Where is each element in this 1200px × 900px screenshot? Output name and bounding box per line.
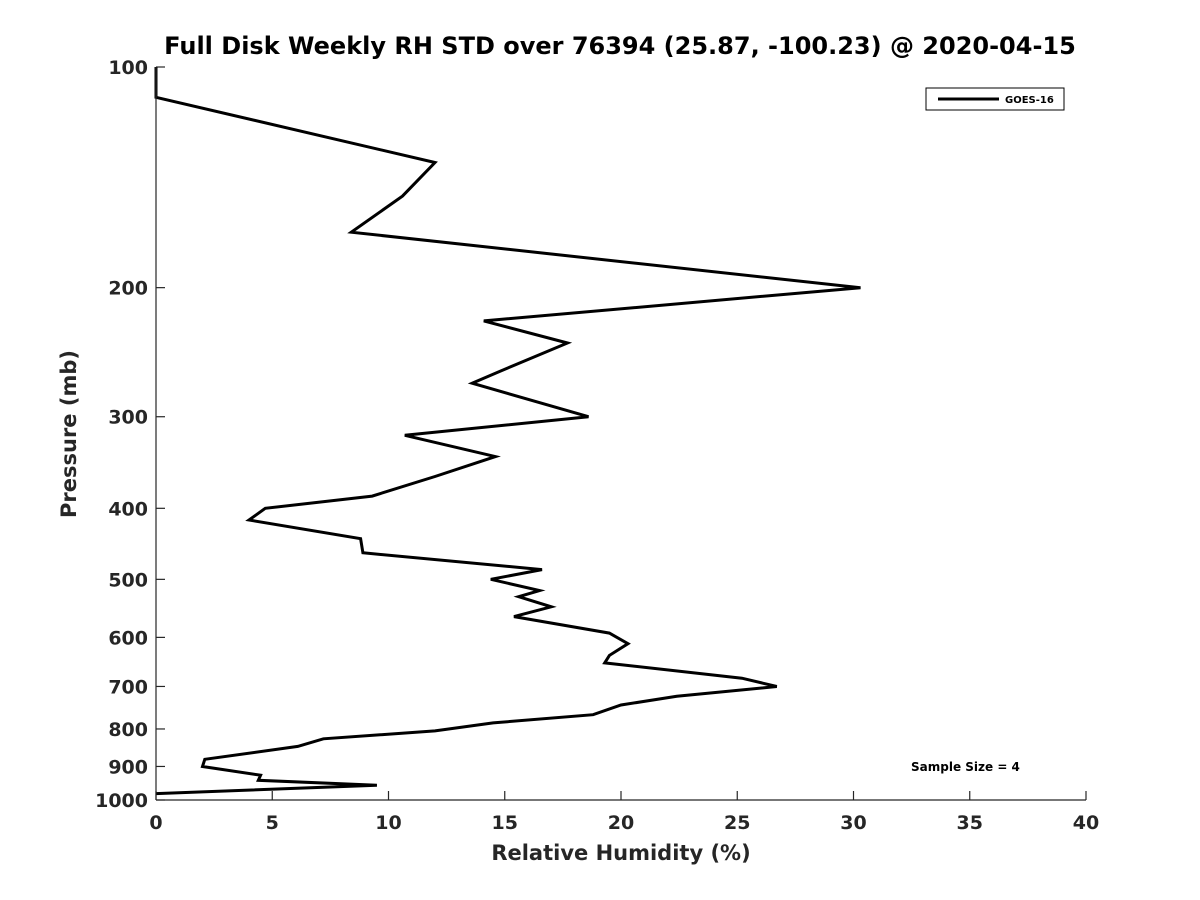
sample-size-annotation: Sample Size = 4 <box>911 760 1020 774</box>
x-tick-label: 5 <box>266 812 279 834</box>
x-axis-label: Relative Humidity (%) <box>491 841 750 865</box>
x-tick-label: 0 <box>149 812 162 834</box>
x-tick-label: 15 <box>492 812 518 834</box>
y-axis-ticks: 100 200 300 400 500 600 700 800 900 1000 <box>95 57 165 812</box>
series-layer <box>154 67 861 796</box>
legend: GOES-16 <box>925 87 1065 111</box>
y-tick-label: 100 <box>108 57 148 79</box>
y-tick-label: 200 <box>108 278 148 300</box>
y-tick-label: 500 <box>108 569 148 591</box>
x-tick-label: 10 <box>375 812 401 834</box>
x-tick-label: 30 <box>840 812 866 834</box>
y-axis-label: Pressure (mb) <box>57 350 81 518</box>
y-tick-label: 800 <box>108 719 148 741</box>
legend-label-goes16: GOES-16 <box>1005 95 1054 106</box>
x-tick-label: 25 <box>724 812 750 834</box>
x-tick-label: 40 <box>1073 812 1099 834</box>
chart-title: Full Disk Weekly RH STD over 76394 (25.8… <box>164 32 1076 60</box>
x-tick-label: 20 <box>608 812 634 834</box>
y-tick-label: 1000 <box>95 790 148 812</box>
x-axis-ticks: 0 5 10 15 20 25 30 35 40 <box>149 791 1099 834</box>
y-tick-label: 900 <box>108 756 148 778</box>
y-tick-label: 700 <box>108 676 148 698</box>
y-tick-label: 600 <box>108 627 148 649</box>
series-line-goes-16 <box>154 67 861 796</box>
y-tick-label: 300 <box>108 407 148 429</box>
y-tick-label: 400 <box>108 498 148 520</box>
x-tick-label: 35 <box>957 812 983 834</box>
